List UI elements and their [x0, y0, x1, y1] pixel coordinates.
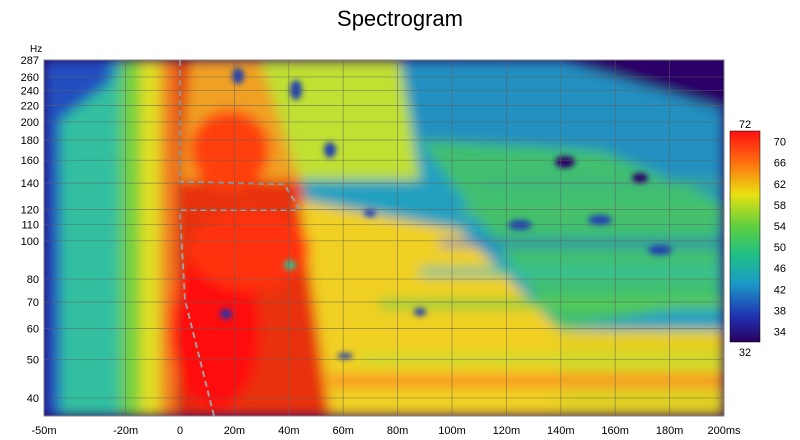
colorbar-tick-label: 34	[774, 326, 786, 338]
colorbar-tick-label: 62	[774, 179, 786, 191]
x-tick-label: 100m	[438, 425, 466, 437]
x-tick-label: 20m	[224, 425, 245, 437]
y-tick-label: 60	[27, 323, 39, 335]
y-tick-label: 240	[21, 86, 39, 98]
colorbar-ticks: 70 66 62 58 54 50 46 42 38 34	[774, 137, 786, 339]
x-tick-label: 40m	[278, 425, 299, 437]
colorbar-max-label: 72	[739, 119, 751, 131]
plot-frame	[43, 59, 725, 417]
colorbar-min-label: 32	[739, 347, 751, 359]
colorbar-tick-label: 38	[774, 305, 786, 317]
colorbar-tick-label: 42	[774, 284, 786, 296]
y-tick-label: 40	[27, 393, 39, 405]
x-tick-label: 140m	[547, 425, 575, 437]
colorbar-tick-label: 50	[774, 242, 786, 254]
x-tick-label: -20m	[113, 425, 138, 437]
x-tick-label: 160m	[601, 425, 629, 437]
y-tick-label: 220	[21, 101, 39, 113]
colorbar-tick-label: 70	[774, 137, 786, 149]
chart-title: Spectrogram	[337, 6, 463, 31]
y-axis-ticks: 287 260 240 220 200 180 160 140 120 110 100 80 70 60 5…	[21, 55, 39, 405]
x-tick-label: 180m	[656, 425, 684, 437]
colorbar-tick-label: 54	[774, 221, 786, 233]
y-tick-label: 70	[27, 297, 39, 309]
x-tick-label: 0	[177, 425, 183, 437]
y-tick-label: 160	[21, 155, 39, 167]
colorbar-tick-label: 66	[774, 158, 786, 170]
y-axis-label: Hz	[30, 44, 42, 55]
y-tick-label: 50	[27, 355, 39, 367]
y-tick-label: 80	[27, 274, 39, 286]
x-tick-label: 200ms	[707, 425, 741, 437]
y-tick-label: 140	[21, 178, 39, 190]
y-tick-label: 200	[21, 117, 39, 129]
colorbar-tick-label: 58	[774, 200, 786, 212]
x-tick-label: -50m	[31, 425, 56, 437]
x-tick-label: 60m	[332, 425, 353, 437]
y-tick-label: 180	[21, 135, 39, 147]
y-tick-label: 100	[21, 236, 39, 248]
spectrogram-field	[44, 60, 724, 416]
colorbar-tick-label: 46	[774, 263, 786, 275]
y-tick-label: 287	[21, 55, 39, 67]
y-tick-label: 260	[21, 72, 39, 84]
y-tick-label: 110	[21, 219, 39, 231]
x-axis-ticks: -50m -20m 0 20m 40m 60m 80m 100m 120m 140m 160m 180…	[31, 425, 741, 437]
x-tick-label: 80m	[387, 425, 408, 437]
colorbar	[729, 130, 761, 343]
x-tick-label: 120m	[493, 425, 521, 437]
chart-grid	[43, 59, 725, 416]
y-tick-label: 120	[21, 205, 39, 217]
